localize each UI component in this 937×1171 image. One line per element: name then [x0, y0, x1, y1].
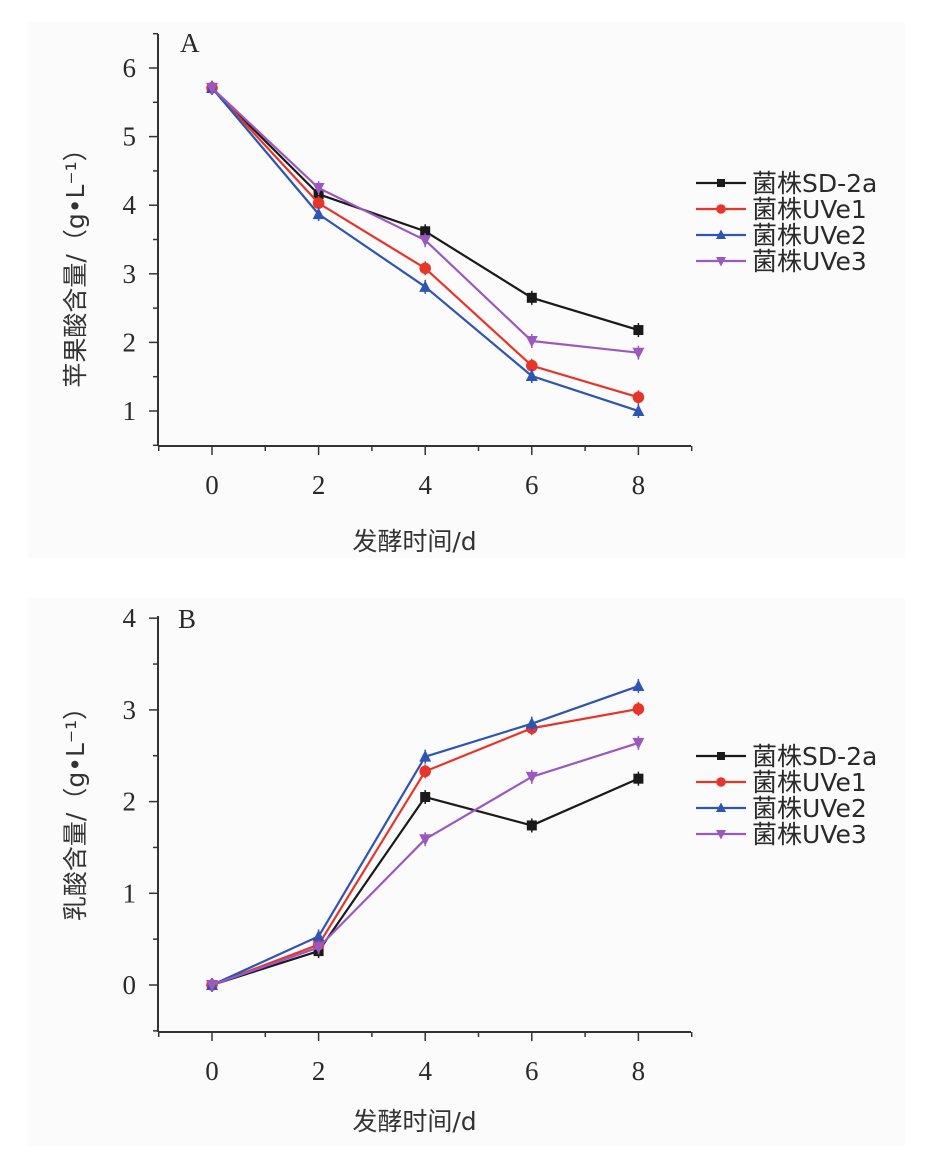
legend-label: 菌株SD-2a — [752, 742, 877, 771]
series-菌株SD-2a — [207, 80, 644, 338]
data-point — [526, 820, 537, 831]
legend-label: 菌株UVe3 — [752, 820, 867, 849]
legend-marker — [716, 229, 726, 239]
data-point — [632, 347, 645, 360]
legend-item: 菌株UVe2 — [696, 794, 867, 823]
data-point — [526, 292, 537, 303]
legend-marker — [716, 777, 726, 787]
y-axis-title: 乳酸含量/（g•L⁻¹） — [61, 695, 90, 921]
panel-letter: A — [180, 28, 200, 58]
legend-marker — [716, 802, 726, 812]
series-line — [211, 87, 639, 354]
x-tick-label: 8 — [632, 470, 646, 500]
y-tick-label: 5 — [123, 122, 137, 152]
y-tick-label: 6 — [123, 53, 137, 83]
legend-marker — [717, 179, 725, 187]
data-point — [633, 325, 644, 336]
legend-marker — [716, 204, 726, 214]
legend-item: 菌株UVe3 — [696, 820, 867, 849]
data-point — [632, 404, 645, 416]
data-point — [525, 771, 538, 784]
data-point — [419, 280, 432, 292]
data-point — [206, 82, 218, 95]
legend-label: 菌株UVe2 — [752, 221, 867, 250]
legend-item: 菌株SD-2a — [696, 169, 877, 198]
data-point — [525, 369, 538, 382]
x-axis-title: 发酵时间/d — [352, 1107, 476, 1136]
data-point — [419, 834, 432, 846]
data-point — [312, 942, 325, 954]
panel-a: 1 2 3 4 5 6 0 2 4 6 8 A 发酵时间/d 苹果酸含量/（g•L⁻¹） 菌株SD-2a 菌株… — [28, 22, 905, 558]
data-point — [419, 262, 432, 275]
x-tick-label: 6 — [525, 470, 539, 500]
data-point — [632, 391, 645, 404]
data-point — [632, 703, 645, 715]
panel-b: 0 1 2 3 4 0 2 4 6 8 B 发酵时间/d 乳酸含量/（g•L⁻¹） 菌株SD-2a 菌株UV… — [28, 598, 905, 1146]
data-point — [312, 929, 325, 942]
legend-label: 菌株UVe2 — [752, 794, 867, 823]
legend-label: 菌株UVe1 — [752, 768, 867, 797]
series-菌株UVe1 — [206, 701, 645, 992]
legend-label: 菌株UVe1 — [752, 195, 867, 224]
series-菌株UVe2 — [206, 679, 645, 992]
data-point — [526, 359, 538, 372]
series-菌株UVe3 — [206, 735, 645, 992]
data-point — [419, 750, 432, 762]
data-point — [206, 980, 218, 992]
series-line — [211, 741, 639, 987]
x-tick-label: 0 — [205, 1056, 219, 1086]
series-line — [211, 777, 639, 987]
y-tick-label: 2 — [123, 327, 137, 357]
series-菌株UVe2 — [206, 80, 645, 418]
legend-marker — [716, 257, 726, 267]
series-line — [211, 87, 639, 413]
series-菌株UVe1 — [206, 80, 645, 405]
data-point — [525, 336, 538, 348]
y-tick-label: 0 — [123, 970, 137, 1000]
x-tick-label: 6 — [525, 1056, 539, 1086]
data-point — [632, 737, 645, 750]
legend-marker — [716, 830, 726, 840]
data-point — [419, 235, 432, 247]
x-tick-label: 8 — [632, 1056, 646, 1086]
legend-item: 菌株UVe1 — [696, 195, 867, 224]
legend-item: 菌株SD-2a — [696, 742, 877, 771]
y-tick-label: 1 — [123, 396, 137, 426]
x-tick-label: 4 — [418, 470, 432, 500]
legend-marker — [717, 752, 725, 760]
data-point — [312, 207, 325, 220]
x-tick-label: 4 — [418, 1056, 432, 1086]
y-tick-label: 4 — [123, 190, 137, 220]
y-tick-label: 2 — [123, 787, 137, 817]
x-tick-label: 2 — [312, 470, 326, 500]
y-axis-title: 苹果酸含量/（g•L⁻¹） — [61, 136, 90, 387]
data-point — [419, 765, 432, 778]
legend-label: 菌株UVe3 — [752, 247, 867, 276]
legend-item: 菌株UVe3 — [696, 247, 867, 276]
data-point — [525, 717, 538, 729]
x-axis-title: 发酵时间/d — [352, 527, 476, 556]
x-tick-label: 2 — [312, 1056, 326, 1086]
x-tick-label: 0 — [205, 470, 219, 500]
data-point — [312, 183, 325, 195]
legend-item: 菌株UVe1 — [696, 768, 867, 797]
data-point — [312, 197, 325, 209]
legend-item: 菌株UVe2 — [696, 221, 867, 250]
y-tick-label: 4 — [123, 603, 137, 633]
data-point — [633, 773, 644, 784]
data-point — [632, 679, 645, 692]
legend-label: 菌株SD-2a — [752, 169, 877, 198]
panel-letter: B — [178, 604, 196, 634]
series-菌株SD-2a — [207, 771, 644, 992]
data-point — [420, 226, 431, 237]
y-tick-label: 3 — [123, 695, 137, 725]
y-tick-label: 1 — [123, 878, 137, 908]
series-菌株UVe3 — [206, 80, 645, 360]
data-point — [420, 792, 431, 803]
y-tick-label: 3 — [123, 259, 137, 289]
